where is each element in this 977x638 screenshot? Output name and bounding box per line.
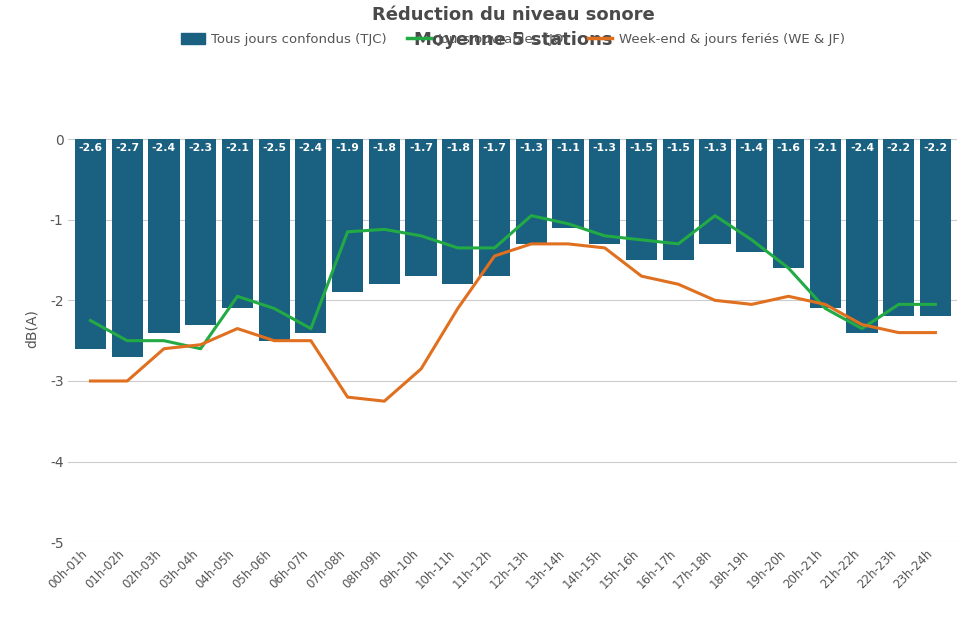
Text: -1.3: -1.3 xyxy=(593,143,616,153)
Bar xyxy=(810,139,841,308)
Bar xyxy=(222,139,253,308)
Text: -1.1: -1.1 xyxy=(556,143,580,153)
Title: Réduction du niveau sonore
Moyenne 5 stations: Réduction du niveau sonore Moyenne 5 sta… xyxy=(371,6,655,49)
Text: -2.7: -2.7 xyxy=(115,143,140,153)
Text: -1.7: -1.7 xyxy=(483,143,506,153)
Bar xyxy=(479,139,510,276)
Bar xyxy=(405,139,437,276)
Text: -2.6: -2.6 xyxy=(78,143,103,153)
Bar xyxy=(736,139,767,252)
Bar xyxy=(552,139,583,228)
Text: -2.5: -2.5 xyxy=(262,143,286,153)
Bar xyxy=(773,139,804,268)
Text: -1.7: -1.7 xyxy=(409,143,433,153)
Y-axis label: dB(A): dB(A) xyxy=(24,309,39,348)
Bar xyxy=(883,139,914,316)
Bar xyxy=(700,139,731,244)
Text: -1.8: -1.8 xyxy=(446,143,470,153)
Bar xyxy=(111,139,143,357)
Text: -2.1: -2.1 xyxy=(226,143,249,153)
Bar xyxy=(846,139,877,332)
Text: -2.4: -2.4 xyxy=(299,143,323,153)
Text: -1.5: -1.5 xyxy=(629,143,654,153)
Legend: Tous jours confondus (TJC), Jours ouvrables (JO), Week-end & jours feriés (WE & : Tous jours confondus (TJC), Jours ouvrab… xyxy=(176,27,850,51)
Bar xyxy=(662,139,694,260)
Text: -2.2: -2.2 xyxy=(923,143,948,153)
Text: -2.1: -2.1 xyxy=(813,143,837,153)
Text: -1.3: -1.3 xyxy=(703,143,727,153)
Bar xyxy=(368,139,400,284)
Bar xyxy=(516,139,547,244)
Bar xyxy=(295,139,326,332)
Text: -2.4: -2.4 xyxy=(151,143,176,153)
Text: -1.3: -1.3 xyxy=(520,143,543,153)
Bar xyxy=(185,139,216,325)
Bar xyxy=(75,139,106,349)
Bar xyxy=(332,139,363,292)
Bar xyxy=(149,139,180,332)
Text: -1.8: -1.8 xyxy=(372,143,397,153)
Text: -1.5: -1.5 xyxy=(666,143,690,153)
Bar xyxy=(443,139,474,284)
Text: -2.3: -2.3 xyxy=(189,143,213,153)
Bar xyxy=(626,139,658,260)
Bar xyxy=(259,139,290,341)
Text: -2.4: -2.4 xyxy=(850,143,874,153)
Text: -1.9: -1.9 xyxy=(336,143,360,153)
Text: -2.2: -2.2 xyxy=(886,143,911,153)
Bar xyxy=(919,139,951,316)
Bar xyxy=(589,139,620,244)
Text: -1.6: -1.6 xyxy=(777,143,800,153)
Text: -1.4: -1.4 xyxy=(740,143,764,153)
